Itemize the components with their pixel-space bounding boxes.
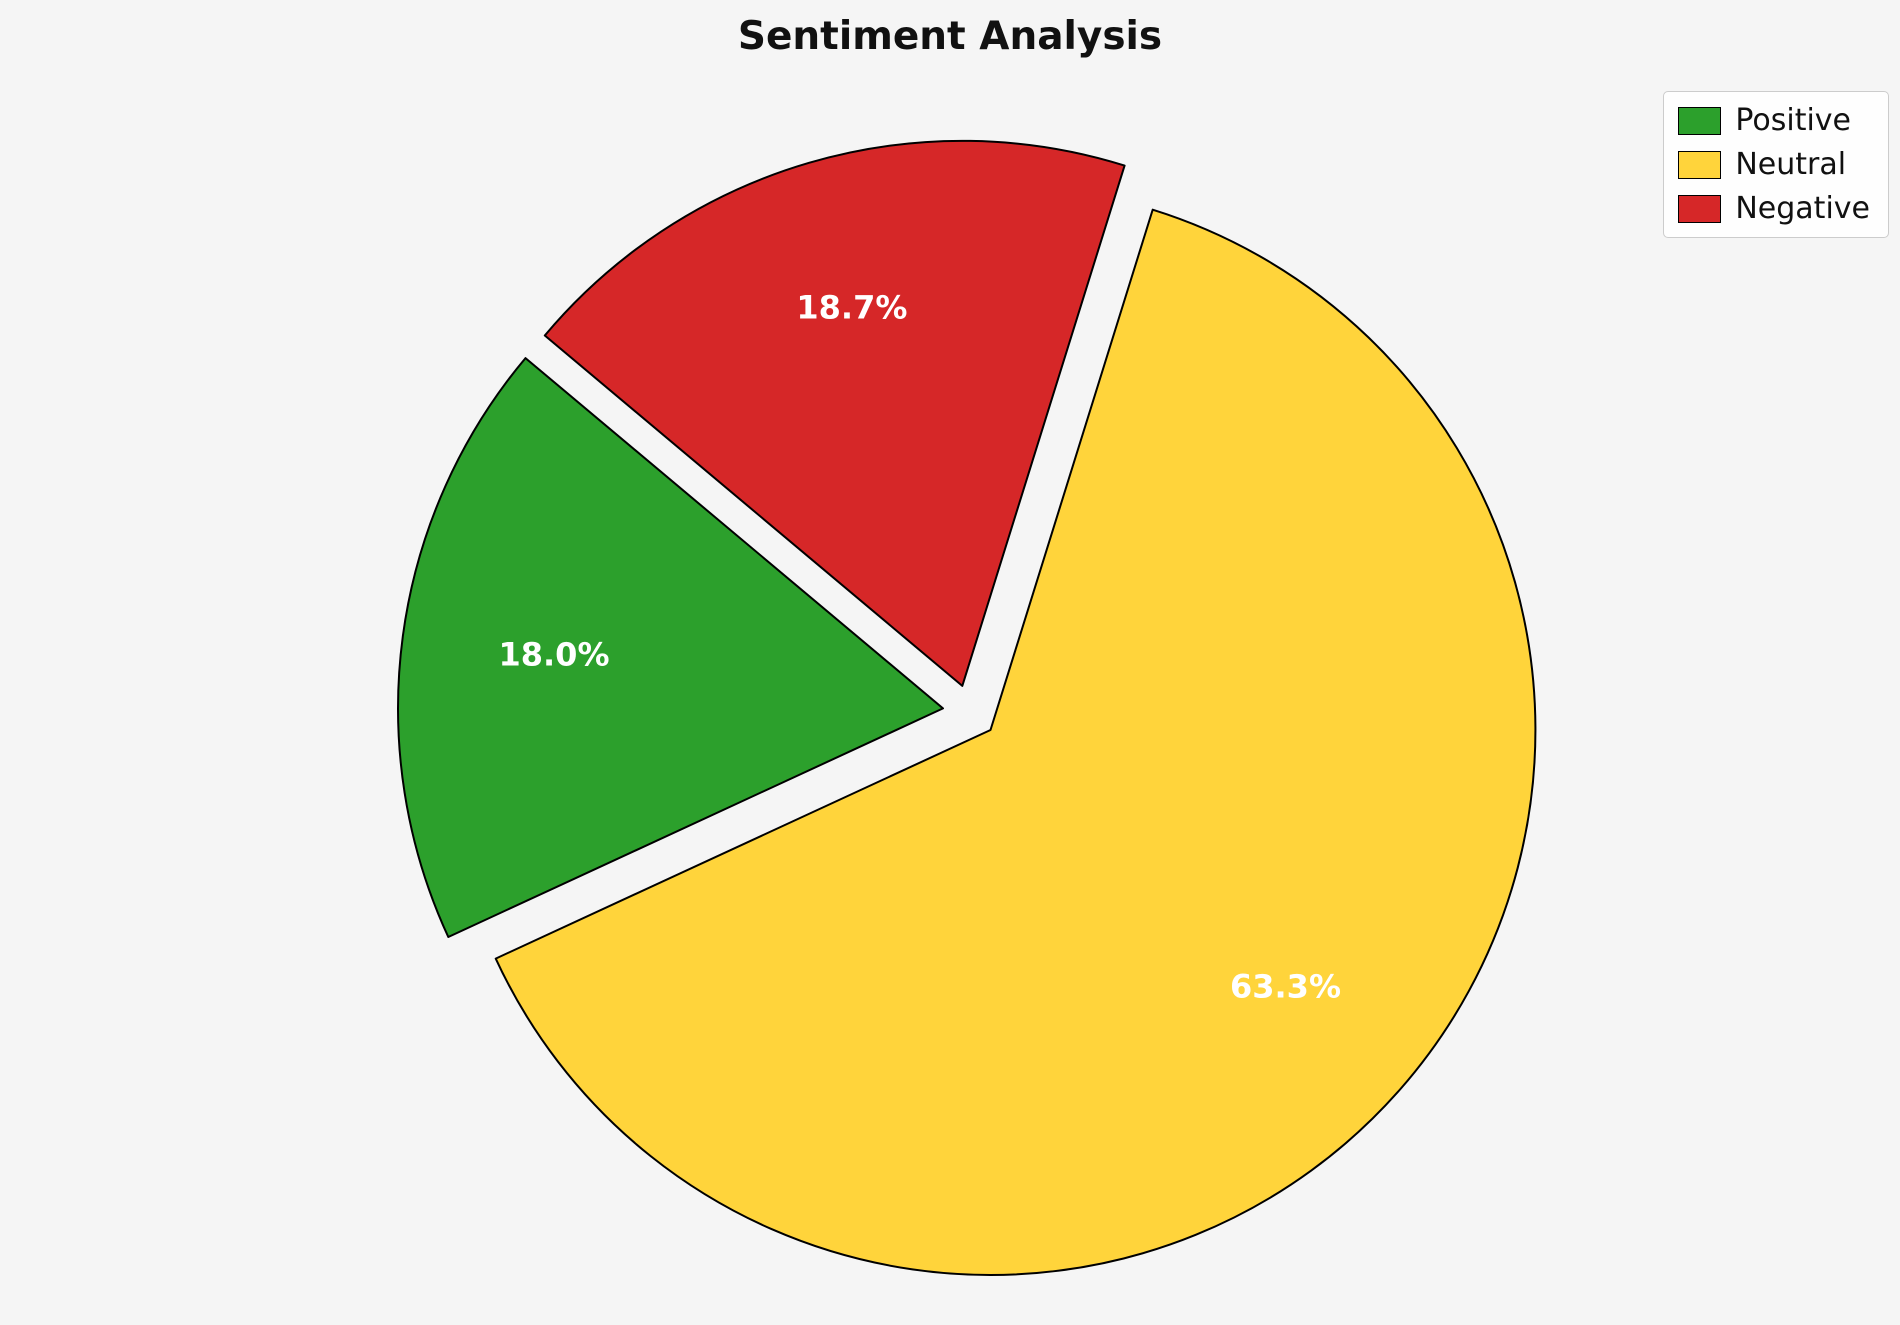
- legend-label-neutral: Neutral: [1735, 147, 1847, 182]
- legend-swatch-negative: [1678, 194, 1722, 223]
- legend-label-positive: Positive: [1735, 103, 1852, 138]
- pie-slice-negative: [543, 139, 1126, 687]
- pie-slice-neutral: [494, 208, 1537, 1276]
- legend: Positive Neutral Negative: [1663, 91, 1889, 238]
- pct-label-neutral: 63.3%: [1230, 968, 1341, 1006]
- chart-title: Sentiment Analysis: [737, 14, 1163, 59]
- pct-label-positive: 18.0%: [498, 636, 609, 674]
- legend-item-neutral: Neutral: [1678, 148, 1870, 181]
- legend-label-negative: Negative: [1735, 191, 1870, 226]
- legend-item-negative: Negative: [1678, 192, 1870, 225]
- legend-swatch-positive: [1678, 106, 1722, 135]
- legend-item-positive: Positive: [1678, 104, 1870, 137]
- legend-swatch-neutral: [1678, 150, 1722, 179]
- pct-label-negative: 18.7%: [796, 288, 907, 326]
- pie-slice-positive: [397, 357, 944, 938]
